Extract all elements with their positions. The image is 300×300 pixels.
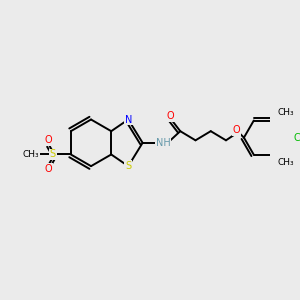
Text: CH₃: CH₃ [278, 108, 294, 117]
Text: O: O [167, 111, 174, 121]
Text: S: S [125, 161, 131, 171]
Text: O: O [45, 135, 52, 145]
Text: NH: NH [156, 138, 171, 148]
Text: CH₃: CH₃ [22, 150, 39, 159]
Text: O: O [45, 164, 52, 174]
Text: Cl: Cl [294, 133, 300, 142]
Text: CH₃: CH₃ [278, 158, 294, 167]
Text: O: O [233, 125, 241, 136]
Text: S: S [50, 149, 56, 160]
Text: N: N [124, 115, 132, 124]
